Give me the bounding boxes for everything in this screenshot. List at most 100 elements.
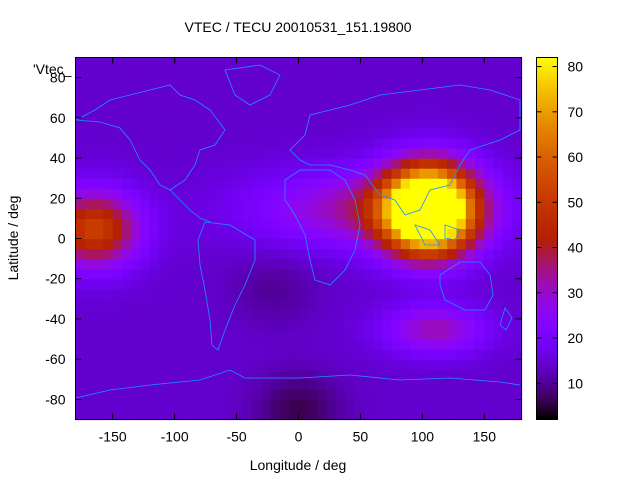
heatmap-cell xyxy=(149,238,160,250)
heatmap-cell xyxy=(112,198,123,209)
heatmap-cell xyxy=(335,349,346,360)
heatmap-cell xyxy=(400,278,411,290)
heatmap-cell xyxy=(354,87,365,99)
heatmap-cell xyxy=(502,389,513,400)
heatmap-cell xyxy=(502,258,513,270)
heatmap-cell xyxy=(456,238,467,250)
heatmap-cell xyxy=(140,77,151,89)
heatmap-cell xyxy=(168,178,179,189)
x-axis: -150 -100 -50 0 50 100 150 xyxy=(99,57,496,445)
heatmap-cell xyxy=(177,77,188,89)
heatmap-cell xyxy=(84,288,95,300)
heatmap-cell xyxy=(465,248,476,260)
heatmap-cell xyxy=(465,117,476,129)
heatmap-cell xyxy=(140,178,151,189)
heatmap-cell xyxy=(84,158,95,169)
heatmap-cell xyxy=(502,148,513,159)
heatmap-cell xyxy=(428,158,439,169)
heatmap-cell xyxy=(75,258,86,270)
heatmap-cell xyxy=(84,409,95,421)
heatmap-cell xyxy=(391,208,402,219)
heatmap-cell xyxy=(279,117,290,129)
heatmap-cell xyxy=(214,137,225,149)
heatmap-cell xyxy=(493,97,504,109)
heatmap-cell xyxy=(205,298,216,310)
heatmap-cell xyxy=(233,208,244,219)
heatmap-cell xyxy=(437,399,448,411)
heatmap-cell xyxy=(233,158,244,169)
heatmap-cell xyxy=(112,298,123,310)
heatmap-cell xyxy=(112,97,123,109)
heatmap-cell xyxy=(354,127,365,139)
heatmap-cell xyxy=(317,399,327,411)
heatmap-cell xyxy=(410,238,420,250)
heatmap-cell xyxy=(140,298,151,310)
heatmap-cell xyxy=(233,67,244,79)
heatmap-cell xyxy=(242,208,253,219)
heatmap-cell xyxy=(270,127,281,139)
heatmap-cell xyxy=(261,117,272,129)
heatmap-cell xyxy=(391,268,402,280)
heatmap-cell xyxy=(121,288,132,300)
heatmap-cell xyxy=(307,329,318,340)
heatmap-cell xyxy=(289,278,300,290)
heatmap-cell xyxy=(447,329,458,340)
heatmap-cell xyxy=(177,238,188,250)
heatmap-cell xyxy=(289,137,300,149)
heatmap-cell xyxy=(270,379,281,390)
heatmap-cell xyxy=(289,329,300,340)
heatmap-cell xyxy=(410,369,420,380)
heatmap-cell xyxy=(112,339,123,350)
heatmap-cell xyxy=(382,218,393,230)
heatmap-cell xyxy=(103,188,114,199)
heatmap-cell xyxy=(447,107,458,119)
heatmap-cell xyxy=(335,57,346,69)
heatmap-cell xyxy=(270,198,281,209)
heatmap-cell xyxy=(475,168,485,179)
y-tick-label: 60 xyxy=(50,110,66,126)
heatmap-cell xyxy=(196,298,207,310)
heatmap-cell xyxy=(475,409,485,421)
heatmap-cell xyxy=(159,288,170,300)
heatmap-cell xyxy=(372,228,383,240)
heatmap-cell xyxy=(84,329,95,340)
coast-europe-asia xyxy=(289,84,521,216)
heatmap-cell xyxy=(428,238,439,250)
heatmap-cell xyxy=(112,278,123,290)
heatmap-cell xyxy=(298,127,309,139)
heatmap-cell xyxy=(168,67,179,79)
heatmap-cell xyxy=(121,127,132,139)
heatmap-cell xyxy=(344,389,355,400)
heatmap-cell xyxy=(112,258,123,270)
heatmap-cell xyxy=(131,268,142,280)
heatmap-cell xyxy=(437,198,448,209)
heatmap-cell xyxy=(233,278,244,290)
heatmap-cell xyxy=(279,318,290,330)
heatmap-cell xyxy=(363,298,374,310)
heatmap-cell xyxy=(419,329,430,340)
heatmap-cell xyxy=(382,349,393,360)
heatmap-cell xyxy=(75,369,86,380)
heatmap-cell xyxy=(168,137,179,149)
heatmap-cell xyxy=(428,268,439,280)
heatmap-cell xyxy=(252,389,262,400)
heatmap-cell xyxy=(187,248,197,260)
heatmap-cell xyxy=(214,248,225,260)
heatmap-cell xyxy=(456,178,467,189)
heatmap-cell xyxy=(456,248,467,260)
heatmap-cell xyxy=(233,107,244,119)
heatmap-cell xyxy=(270,258,281,270)
heatmap-cell xyxy=(112,67,123,79)
heatmap-cell xyxy=(149,178,160,189)
heatmap-cell xyxy=(252,87,262,99)
heatmap-cell xyxy=(400,178,411,189)
heatmap-cell xyxy=(252,67,262,79)
heatmap-cell xyxy=(344,349,355,360)
heatmap-cell xyxy=(75,158,86,169)
heatmap-cell xyxy=(94,339,104,350)
heatmap-cell xyxy=(242,248,253,260)
heatmap-cell xyxy=(242,57,253,69)
heatmap-cell xyxy=(512,127,523,139)
heatmap-cell xyxy=(233,238,244,250)
heatmap-cell xyxy=(456,278,467,290)
